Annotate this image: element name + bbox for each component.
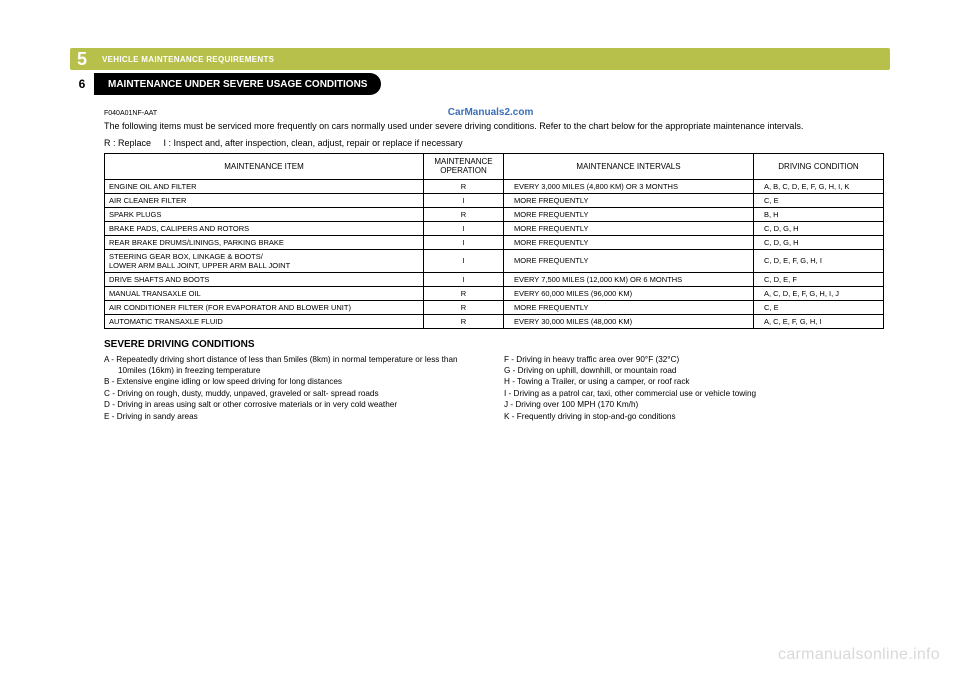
conditions-right: F - Driving in heavy traffic area over 9… [504,354,884,423]
site-watermark: CarManuals2.com [97,107,884,118]
table-row: BRAKE PADS, CALIPERS AND ROTORSIMORE FRE… [105,221,884,235]
cell-op: R [424,300,504,314]
condition-item: C - Driving on rough, dusty, muddy, unpa… [104,388,484,399]
col-item: MAINTENANCE ITEM [105,154,424,179]
cell-cond: C, D, G, H [754,221,884,235]
cell-intv: EVERY 7,500 MILES (12,000 KM) OR 6 MONTH… [504,272,754,286]
intro-text: The following items must be serviced mor… [104,120,884,132]
cell-op: R [424,286,504,300]
table-row: SPARK PLUGSRMORE FREQUENTLYB, H [105,207,884,221]
cell-item: ENGINE OIL AND FILTER [105,179,424,193]
condition-item: D - Driving in areas using salt or other… [104,399,484,410]
cell-intv: MORE FREQUENTLY [504,207,754,221]
cell-intv: MORE FREQUENTLY [504,235,754,249]
col-cond: DRIVING CONDITION [754,154,884,179]
condition-item: A - Repeatedly driving short distance of… [104,354,484,377]
table-row: REAR BRAKE DRUMS/LININGS, PARKING BRAKEI… [105,235,884,249]
col-op: MAINTENANCE OPERATION [424,154,504,179]
cell-item: AIR CONDITIONER FILTER (FOR EVAPORATOR A… [105,300,424,314]
cell-cond: C, E [754,193,884,207]
cell-item: AIR CLEANER FILTER [105,193,424,207]
cell-item: MANUAL TRANSAXLE OIL [105,286,424,300]
cell-cond: A, C, E, F, G, H, I [754,314,884,328]
condition-item: B - Extensive engine idling or low speed… [104,376,484,387]
cell-intv: EVERY 30,000 MILES (48,000 KM) [504,314,754,328]
cell-intv: EVERY 60,000 MILES (96,000 KM) [504,286,754,300]
cell-op: I [424,221,504,235]
page: { "header": { "chapter_number": "5", "ch… [0,0,960,678]
cell-cond: C, D, E, F [754,272,884,286]
code-row: F040A01NF-AAT CarManuals2.com [104,107,884,120]
page-number: 6 [70,73,94,95]
chapter-title: VEHICLE MAINTENANCE REQUIREMENTS [94,48,890,70]
severe-title: SEVERE DRIVING CONDITIONS [104,339,884,350]
chapter-number: 5 [70,48,94,70]
table-row: AIR CONDITIONER FILTER (FOR EVAPORATOR A… [105,300,884,314]
table-row: ENGINE OIL AND FILTERREVERY 3,000 MILES … [105,179,884,193]
col-intv: MAINTENANCE INTERVALS [504,154,754,179]
cell-op: I [424,235,504,249]
cell-item: REAR BRAKE DRUMS/LININGS, PARKING BRAKE [105,235,424,249]
content-area: F040A01NF-AAT CarManuals2.com The follow… [70,107,890,422]
cell-cond: A, B, C, D, E, F, G, H, I, K [754,179,884,193]
table-row: AIR CLEANER FILTERIMORE FREQUENTLYC, E [105,193,884,207]
cell-cond: C, D, G, H [754,235,884,249]
footer-watermark: carmanualsonline.info [778,646,940,664]
cell-op: R [424,179,504,193]
chapter-header: 5 VEHICLE MAINTENANCE REQUIREMENTS [70,48,890,70]
cell-op: I [424,272,504,286]
condition-item: E - Driving in sandy areas [104,411,484,422]
cell-item: STEERING GEAR BOX, LINKAGE & BOOTS/LOWER… [105,249,424,272]
cell-intv: MORE FREQUENTLY [504,193,754,207]
table-row: STEERING GEAR BOX, LINKAGE & BOOTS/LOWER… [105,249,884,272]
cell-cond: C, D, E, F, G, H, I [754,249,884,272]
section-title: MAINTENANCE UNDER SEVERE USAGE CONDITION… [94,73,381,95]
table-row: MANUAL TRANSAXLE OILREVERY 60,000 MILES … [105,286,884,300]
cell-op: I [424,193,504,207]
condition-item: I - Driving as a patrol car, taxi, other… [504,388,884,399]
cell-item: DRIVE SHAFTS AND BOOTS [105,272,424,286]
cell-op: R [424,314,504,328]
cell-op: I [424,249,504,272]
cell-item: BRAKE PADS, CALIPERS AND ROTORS [105,221,424,235]
table-header-row: MAINTENANCE ITEM MAINTENANCE OPERATION M… [105,154,884,179]
condition-item: H - Towing a Trailer, or using a camper,… [504,376,884,387]
section-header: 6 MAINTENANCE UNDER SEVERE USAGE CONDITI… [70,73,890,95]
cell-intv: MORE FREQUENTLY [504,249,754,272]
cell-intv: EVERY 3,000 MILES (4,800 KM) OR 3 MONTHS [504,179,754,193]
cell-item: AUTOMATIC TRANSAXLE FLUID [105,314,424,328]
cell-op: R [424,207,504,221]
legend-text: R : Replace I : Inspect and, after inspe… [104,138,884,148]
cell-cond: C, E [754,300,884,314]
severe-conditions: A - Repeatedly driving short distance of… [104,354,884,423]
cell-cond: A, C, D, E, F, G, H, I, J [754,286,884,300]
conditions-left: A - Repeatedly driving short distance of… [104,354,484,423]
cell-cond: B, H [754,207,884,221]
cell-intv: MORE FREQUENTLY [504,300,754,314]
cell-item: SPARK PLUGS [105,207,424,221]
table-row: DRIVE SHAFTS AND BOOTSIEVERY 7,500 MILES… [105,272,884,286]
condition-item: K - Frequently driving in stop-and-go co… [504,411,884,422]
table-row: AUTOMATIC TRANSAXLE FLUIDREVERY 30,000 M… [105,314,884,328]
condition-item: G - Driving on uphill, downhill, or moun… [504,365,884,376]
maintenance-table: MAINTENANCE ITEM MAINTENANCE OPERATION M… [104,153,884,328]
condition-item: J - Driving over 100 MPH (170 Km/h) [504,399,884,410]
condition-item: F - Driving in heavy traffic area over 9… [504,354,884,365]
cell-intv: MORE FREQUENTLY [504,221,754,235]
